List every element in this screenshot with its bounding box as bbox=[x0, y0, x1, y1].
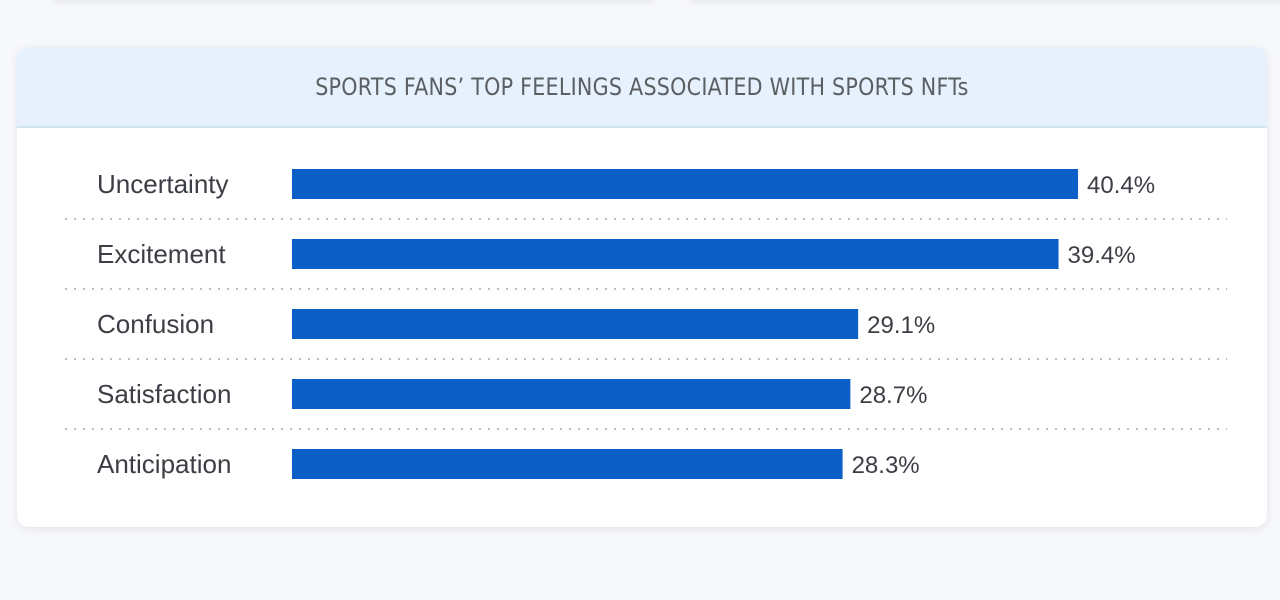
category-label-anticipation: Anticipation bbox=[97, 449, 231, 479]
category-label-satisfaction: Satisfaction bbox=[97, 379, 231, 409]
bar-anticipation bbox=[292, 449, 843, 479]
bar-confusion bbox=[292, 309, 859, 339]
chart-title: SPORTS FANS’ TOP FEELINGS ASSOCIATED WIT… bbox=[315, 72, 969, 101]
chart-header: SPORTS FANS’ TOP FEELINGS ASSOCIATED WIT… bbox=[17, 47, 1267, 128]
bar-uncertainty bbox=[292, 169, 1078, 199]
bar-chart: Uncertainty 40.4% Excitement 39.4% Confusion… bbox=[65, 169, 1227, 479]
value-label-uncertainty: 40.4% bbox=[1087, 172, 1155, 199]
category-label-uncertainty: Uncertainty bbox=[97, 169, 229, 199]
value-label-confusion: 29.1% bbox=[867, 312, 935, 339]
category-label-confusion: Confusion bbox=[97, 309, 214, 339]
bar-excitement bbox=[292, 239, 1059, 269]
value-label-excitement: 39.4% bbox=[1068, 242, 1136, 269]
value-label-satisfaction: 28.7% bbox=[859, 382, 927, 409]
category-label-excitement: Excitement bbox=[97, 239, 226, 269]
value-label-anticipation: 28.3% bbox=[852, 452, 920, 479]
chart-card: SPORTS FANS’ TOP FEELINGS ASSOCIATED WIT… bbox=[17, 47, 1267, 527]
bar-satisfaction bbox=[292, 379, 851, 409]
